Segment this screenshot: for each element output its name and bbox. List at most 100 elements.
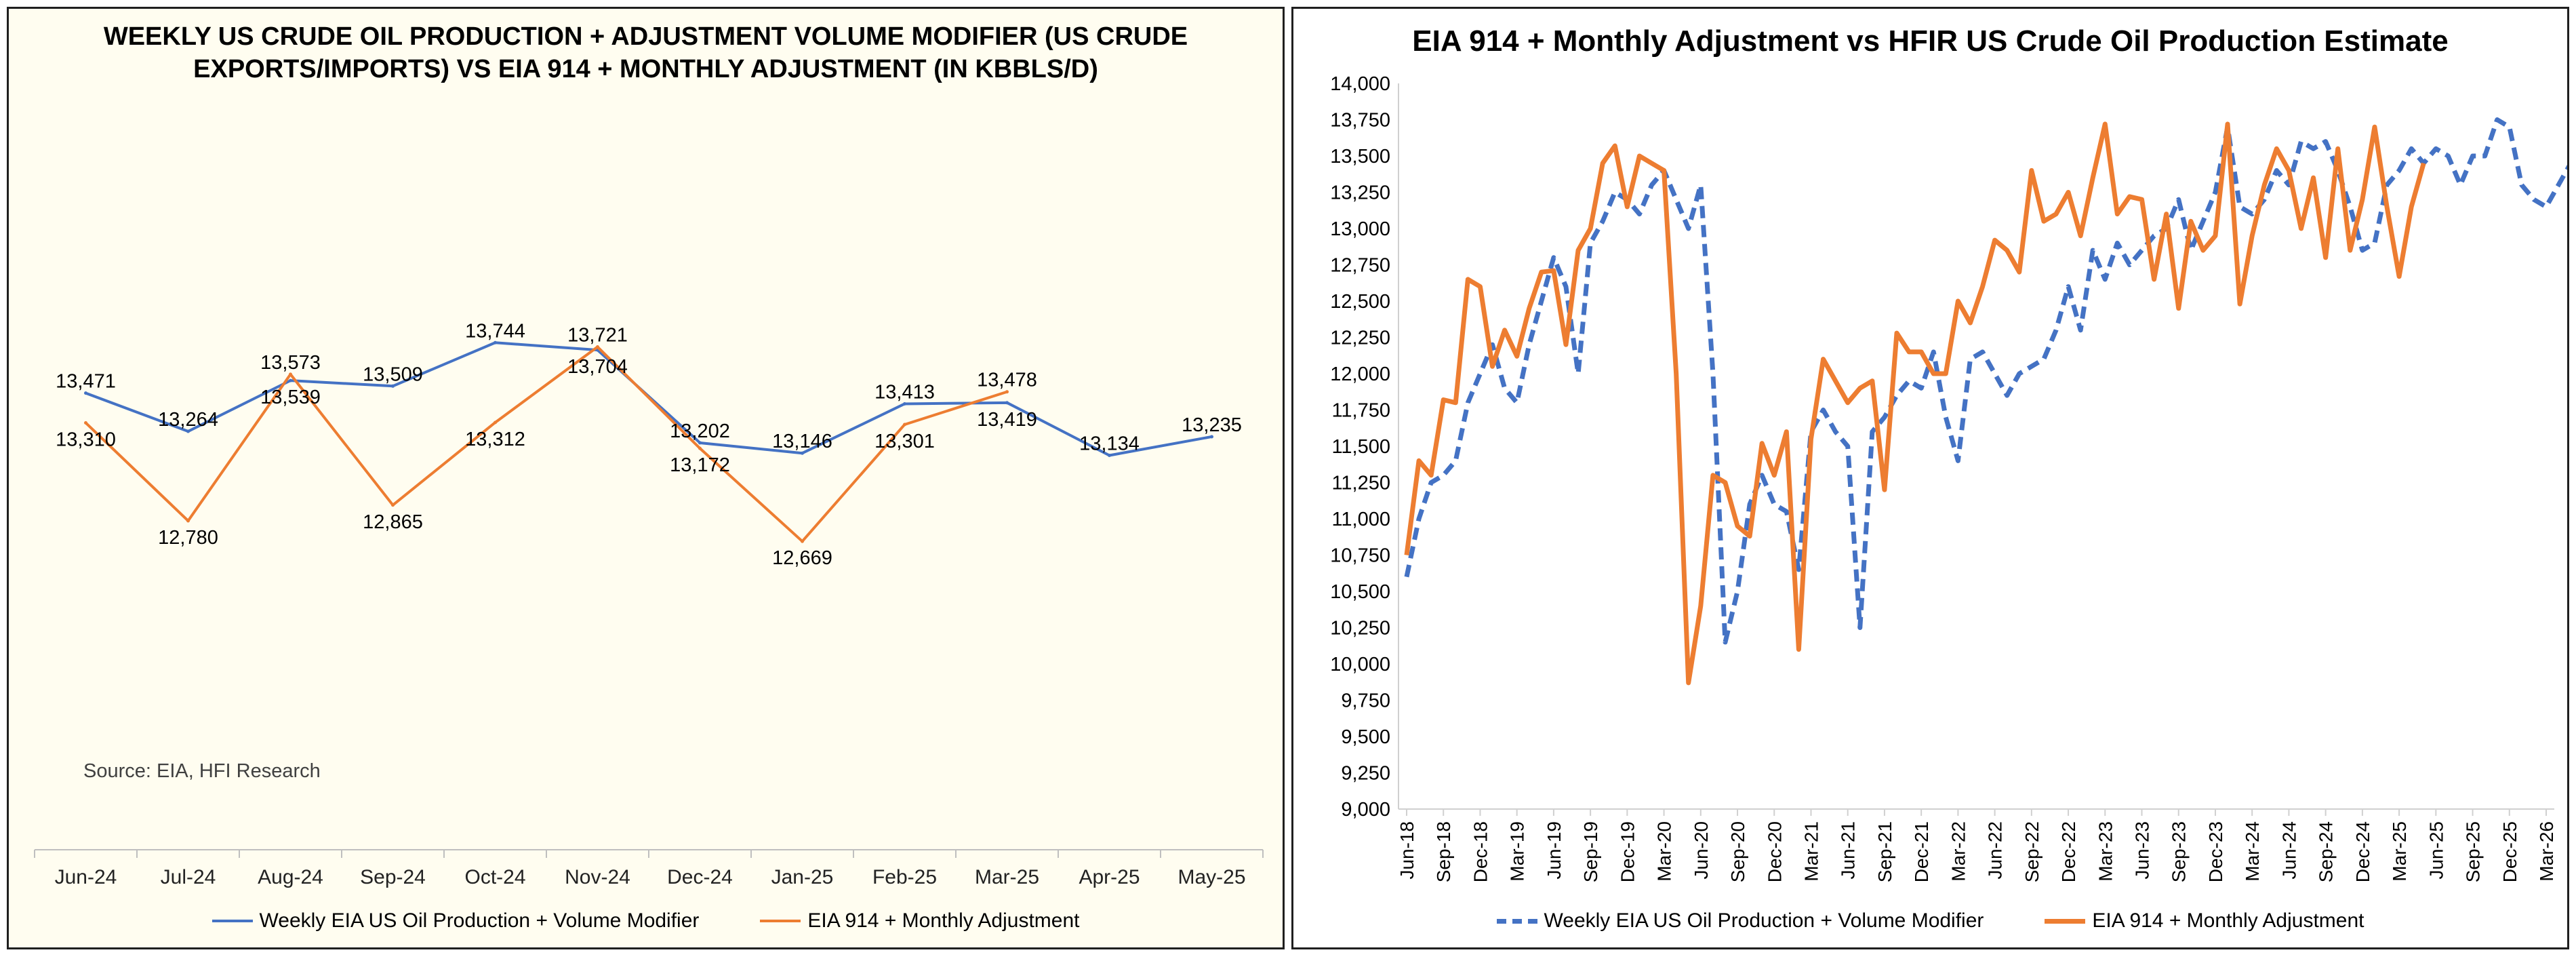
left-data-label-1: 12,780: [158, 527, 218, 549]
right-x-tick-label: Dec-22: [2058, 821, 2079, 882]
left-data-label-1: 12,669: [772, 547, 832, 569]
right-x-tick-label: Sep-21: [1874, 821, 1895, 882]
right-x-tick-label: Dec-21: [1911, 821, 1932, 882]
left-data-point-0: [186, 429, 190, 433]
right-y-tick-label: 10,000: [1330, 654, 1390, 675]
left-data-label-0: 13,509: [363, 363, 423, 385]
left-data-point-0: [801, 451, 804, 455]
right-y-tick-label: 9,000: [1341, 799, 1390, 821]
left-data-label-1: 13,312: [465, 429, 525, 450]
right-x-tick-label: Sep-23: [2169, 821, 2190, 882]
left-data-point-0: [84, 391, 87, 395]
left-data-point-0: [391, 384, 395, 388]
left-data-label-1: 13,478: [977, 370, 1037, 391]
left-data-point-0: [903, 401, 906, 406]
right-y-tick-label: 12,000: [1330, 363, 1390, 385]
left-series-line-1: [85, 345, 1008, 543]
left-data-point-1: [494, 420, 497, 425]
right-x-tick-label: Mar-22: [1948, 821, 1969, 882]
left-data-label-0: 13,235: [1182, 414, 1242, 436]
left-data-label-0: 13,413: [874, 381, 935, 403]
left-x-tick-label: Mar-25: [975, 866, 1039, 888]
left-data-point-0: [1108, 453, 1111, 457]
right-x-tick-label: Jun-25: [2426, 821, 2447, 880]
right-x-tick-label: Mar-26: [2536, 821, 2557, 882]
left-chart-plot: Jun-24 Jul-24 Aug-24 Sep-24 Oct-24 Nov-24 Dec-…: [34, 320, 1264, 888]
right-x-tick-label: Sep-19: [1580, 821, 1601, 882]
right-x-tick-label: Sep-22: [2021, 821, 2042, 882]
left-chart-source: Source: EIA, HFI Research: [83, 760, 321, 782]
left-data-label-0: 13,471: [56, 371, 116, 393]
left-data-label-0: 13,744: [465, 320, 525, 342]
right-y-tick-label: 12,750: [1330, 255, 1390, 277]
right-x-tick-label: Jun-22: [1985, 821, 2006, 880]
right-chart-legend: Weekly EIA US Oil Production + Volume Mo…: [1293, 909, 2567, 932]
right-x-tick-label: Jun-21: [1838, 821, 1859, 880]
left-data-point-1: [801, 539, 804, 543]
right-y-tick-label: 11,750: [1331, 400, 1390, 422]
left-data-point-0: [698, 441, 702, 445]
right-chart-panel: EIA 914 + Monthly Adjustment vs HFIR US …: [1291, 7, 2569, 949]
right-x-tick-label: Sep-18: [1433, 821, 1454, 882]
left-legend-swatch-eia914: [760, 920, 801, 922]
left-data-label-1: 13,573: [260, 352, 321, 374]
right-x-tick-label: Dec-18: [1470, 821, 1491, 882]
right-x-tick-label: Jun-20: [1691, 821, 1712, 880]
left-data-label-0: 13,146: [772, 431, 832, 452]
right-x-tick-label: Dec-19: [1617, 821, 1638, 882]
right-legend-item-eia914: EIA 914 + Monthly Adjustment: [2045, 909, 2364, 932]
left-data-point-0: [1210, 435, 1213, 439]
right-y-tick-label: 10,250: [1330, 618, 1390, 640]
left-data-label-0: 13,202: [670, 420, 730, 442]
left-data-point-1: [1005, 390, 1009, 394]
left-x-tick-label: Feb-25: [872, 866, 937, 888]
right-x-tick-label: Mar-24: [2242, 821, 2263, 882]
left-data-label-0: 13,134: [1079, 433, 1140, 454]
right-y-tick-label: 13,250: [1330, 182, 1390, 204]
left-chart-legend: Weekly EIA US Oil Production + Volume Mo…: [9, 909, 1283, 932]
left-data-label-0: 13,264: [158, 409, 218, 431]
left-data-label-1: 13,172: [670, 454, 730, 476]
right-x-tick-label: Dec-24: [2352, 821, 2373, 882]
right-y-tick-label: 9,750: [1341, 690, 1390, 712]
left-x-tick-label: Apr-25: [1079, 866, 1140, 888]
right-legend-swatch-eia914: [2045, 918, 2086, 924]
right-chart-plot: 9,000 9,250 9,500 9,750 10,000 10,250 10,500 10…: [1330, 73, 2567, 882]
left-data-label-1: 12,865: [363, 511, 423, 533]
left-x-tick-label: Aug-24: [258, 866, 323, 888]
right-y-tick-label: 10,500: [1330, 581, 1390, 603]
right-y-tick-label: 11,250: [1331, 473, 1390, 494]
right-legend-swatch-weekly: [1496, 918, 1537, 924]
left-data-label-1: 13,310: [56, 429, 116, 451]
right-x-tick-label: Dec-20: [1764, 821, 1785, 882]
right-x-tick-label: Jun-18: [1396, 821, 1417, 880]
left-x-tick-label: Jun-24: [55, 866, 117, 888]
right-x-tick-label: Mar-23: [2095, 821, 2116, 882]
left-x-tick-label: Nov-24: [565, 866, 630, 888]
left-legend-label-weekly: Weekly EIA US Oil Production + Volume Mo…: [259, 909, 700, 932]
right-y-tick-label: 14,000: [1330, 73, 1390, 95]
right-y-tick-label: 11,000: [1331, 509, 1390, 530]
right-series-line-0: [1404, 117, 2567, 645]
left-data-point-1: [186, 519, 190, 523]
left-chart-title: WEEKLY US CRUDE OIL PRODUCTION + ADJUSTM…: [103, 22, 1188, 83]
right-x-tick-label: Sep-25: [2463, 821, 2484, 882]
left-data-point-0: [494, 340, 497, 345]
left-data-point-1: [289, 372, 292, 376]
right-legend-label-eia914: EIA 914 + Monthly Adjustment: [2092, 909, 2364, 932]
left-data-point-1: [903, 422, 906, 427]
right-y-tick-label: 9,250: [1341, 763, 1390, 785]
right-y-tick-label: 12,250: [1330, 328, 1390, 349]
left-x-tick-label: Jul-24: [161, 866, 216, 888]
left-chart-panel: WEEKLY US CRUDE OIL PRODUCTION + ADJUSTM…: [7, 7, 1285, 949]
right-y-tick-label: 13,000: [1330, 218, 1390, 240]
right-series-line-1: [1404, 121, 2426, 686]
left-data-point-1: [391, 503, 395, 507]
left-x-tick-label: Jan-25: [771, 866, 834, 888]
left-data-label-0: 13,704: [567, 356, 628, 378]
right-y-tick-label: 12,500: [1330, 291, 1390, 313]
left-data-label-0: 13,539: [260, 387, 321, 408]
left-data-point-1: [84, 421, 87, 425]
right-x-tick-label: Dec-25: [2499, 821, 2520, 882]
left-x-tick-label: Dec-24: [667, 866, 733, 888]
